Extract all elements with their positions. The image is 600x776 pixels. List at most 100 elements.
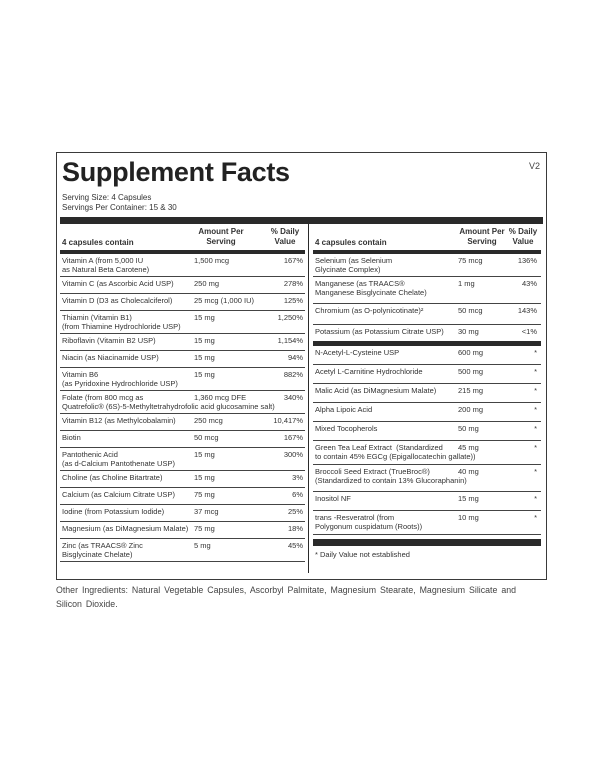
nutrient-name: Broccoli Seed Extract (TrueBroc®) (Stand… [315, 467, 467, 485]
nutrient-amount: 50 mg [458, 424, 479, 433]
nutrient-daily-value: 1,154% [277, 336, 303, 345]
left-nutrient-row: Iodine (from Potassium Iodide) 37 mcg 25% [60, 505, 305, 522]
nutrient-daily-value: * [534, 367, 537, 376]
nutrient-name: Vitamin B6 (as Pyridoxine Hydrochloride … [62, 370, 178, 388]
nutrient-daily-value: * [534, 348, 537, 357]
right-nutrient-row: Alpha Lipoic Acid 200 mg * [313, 403, 541, 422]
nutrient-name: Zinc (as TRAACS® Zinc Bisglycinate Chela… [62, 541, 143, 559]
nutrient-name: Riboflavin (Vitamin B2 USP) [62, 336, 156, 345]
nutrient-amount: 25 mcg (1,000 IU) [194, 296, 255, 305]
nutrient-amount: 215 mg [458, 386, 484, 395]
left-nutrient-row: Pantothenic Acid (as d-Calcium Pantothen… [60, 448, 305, 471]
nutrient-daily-value: * [534, 386, 537, 395]
left-nutrient-row: Choline (as Choline Bitartrate) 15 mg 3% [60, 471, 305, 488]
nutrient-name: Manganese (as TRAACS® Manganese Bisglyci… [315, 279, 427, 297]
nutrient-name: Vitamin A (from 5,000 IU as Natural Beta… [62, 256, 150, 274]
nutrient-amount: 15 mg [194, 473, 215, 482]
nutrient-daily-value: 3% [292, 473, 303, 482]
right-nutrient-row: Broccoli Seed Extract (TrueBroc®) (Stand… [313, 465, 541, 492]
thick-divider [60, 217, 543, 224]
nutrient-amount: 15 mg [194, 336, 215, 345]
right-nutrient-row: Mixed Tocopherols 50 mg * [313, 422, 541, 441]
nutrient-daily-value: 43% [521, 279, 537, 288]
right-nutrient-row: trans -Resveratrol (from Polygonum cuspi… [313, 511, 541, 535]
nutrient-amount: 50 mcg [458, 306, 483, 315]
nutrient-amount: 1 mg [458, 279, 475, 288]
nutrient-daily-value: * [534, 467, 537, 476]
nutrient-amount: 15 mg [194, 353, 215, 362]
nutrient-amount: 45 mg [458, 443, 479, 452]
nutrient-amount: 15 mg [458, 494, 479, 503]
nutrient-daily-value: 278% [283, 279, 303, 288]
nutrient-amount: 600 mg [458, 348, 484, 357]
nutrient-name: Mixed Tocopherols [315, 424, 378, 433]
left-nutrient-row: Magnesium (as DiMagnesium Malate) 75 mg 18… [60, 522, 305, 539]
nutrient-daily-value: 94% [287, 353, 303, 362]
nutrient-name: Chromium (as O-polynicotinate)² [315, 306, 424, 315]
nutrient-amount: 1,500 mcg [194, 256, 230, 265]
left-nutrient-row: Biotin 50 mcg 167% [60, 431, 305, 448]
left-header-amount: Amount Per Serving [198, 227, 244, 246]
left-nutrient-row: Folate (from 800 mcg as Quatrefolic® (6S… [60, 391, 305, 414]
right-nutrient-row: Selenium (as Selenium Glycinate Complex)… [313, 254, 541, 277]
nutrient-name: Pantothenic Acid (as d-Calcium Pantothen… [62, 450, 175, 468]
left-nutrient-row: Vitamin B6 (as Pyridoxine Hydrochloride … [60, 368, 305, 391]
nutrient-amount: 40 mg [458, 467, 479, 476]
nutrient-name: trans -Resveratrol (from Polygonum cuspi… [315, 513, 423, 531]
left-nutrient-row: Vitamin D (D3 as Cholecalciferol) 25 mcg … [60, 294, 305, 311]
nutrient-amount: 50 mcg [194, 433, 219, 442]
nutrient-daily-value: 300% [283, 450, 303, 459]
right-nutrient-row: N-Acetyl-L-Cysteine USP 600 mg * [313, 346, 541, 365]
version-label: V2 [528, 161, 540, 171]
nutrient-name: Calcium (as Calcium Citrate USP) [62, 490, 175, 499]
nutrient-name: Choline (as Choline Bitartrate) [62, 473, 163, 482]
nutrient-amount: 37 mcg [194, 507, 219, 516]
nutrient-name: Magnesium (as DiMagnesium Malate) [62, 524, 189, 533]
nutrient-daily-value: * [534, 443, 537, 452]
servings-per-container: Servings Per Container: 15 & 30 [62, 202, 177, 212]
left-nutrient-row: Vitamin A (from 5,000 IU as Natural Beta… [60, 254, 305, 277]
nutrient-name: Potassium (as Potassium Citrate USP) [315, 327, 444, 336]
right-header-amount: Amount Per Serving [459, 227, 505, 246]
right-rows: Selenium (as Selenium Glycinate Complex)… [313, 254, 541, 535]
right-nutrient-row: Inositol NF 15 mg * [313, 492, 541, 511]
nutrient-daily-value: 18% [287, 524, 303, 533]
nutrient-name: Thiamin (Vitamin B1) (from Thiamine Hydr… [62, 313, 181, 331]
nutrient-daily-value: 340% [283, 393, 303, 402]
left-nutrient-row: Vitamin B12 (as Methylcobalamin) 250 mcg 1… [60, 414, 305, 431]
right-nutrient-row: Acetyl L-Carnitine Hydrochloride 500 mg * [313, 365, 541, 384]
nutrient-name: Vitamin D (D3 as Cholecalciferol) [62, 296, 173, 305]
nutrient-amount: 15 mg [194, 313, 215, 322]
nutrient-name: Biotin [62, 433, 81, 442]
serving-info: Serving Size: 4 Capsules Servings Per Co… [62, 193, 177, 212]
right-header-name: 4 capsules contain [315, 238, 387, 247]
nutrient-amount: 15 mg [194, 370, 215, 379]
nutrient-amount: 1,360 mcg DFE [194, 393, 247, 402]
right-nutrient-row: Green Tea Leaf Extract (Standardized to … [313, 441, 541, 465]
right-header: 4 capsules contain Amount Per Serving % … [313, 224, 541, 254]
nutrient-daily-value: 136% [517, 256, 537, 265]
nutrient-daily-value: 882% [283, 370, 303, 379]
nutrient-name: Inositol NF [315, 494, 351, 503]
left-header-name: 4 capsules contain [62, 238, 134, 247]
nutrient-daily-value: * [534, 405, 537, 414]
left-header: 4 capsules contain Amount Per Serving % … [60, 224, 305, 254]
nutrient-daily-value: 167% [283, 433, 303, 442]
nutrient-daily-value: 1,250% [277, 313, 303, 322]
nutrient-amount: 75 mcg [458, 256, 483, 265]
nutrient-name: Selenium (as Selenium Glycinate Complex) [315, 256, 393, 274]
left-nutrient-column: 4 capsules contain Amount Per Serving % … [60, 224, 305, 562]
nutrient-amount: 15 mg [194, 450, 215, 459]
nutrient-amount: 200 mg [458, 405, 484, 414]
panel-title: Supplement Facts [62, 157, 290, 187]
left-nutrient-row: Vitamin C (as Ascorbic Acid USP) 250 mg 27… [60, 277, 305, 294]
bottom-divider [313, 539, 541, 546]
nutrient-amount: 250 mcg [194, 416, 223, 425]
right-nutrient-column: 4 capsules contain Amount Per Serving % … [313, 224, 541, 559]
nutrient-daily-value: * [534, 494, 537, 503]
right-nutrient-row: Chromium (as O-polynicotinate)² 50 mcg 143… [313, 304, 541, 325]
nutrient-name: Vitamin B12 (as Methylcobalamin) [62, 416, 176, 425]
nutrient-daily-value: <1% [521, 327, 537, 336]
nutrient-daily-value: 10,417% [273, 416, 303, 425]
nutrient-daily-value: 6% [292, 490, 303, 499]
